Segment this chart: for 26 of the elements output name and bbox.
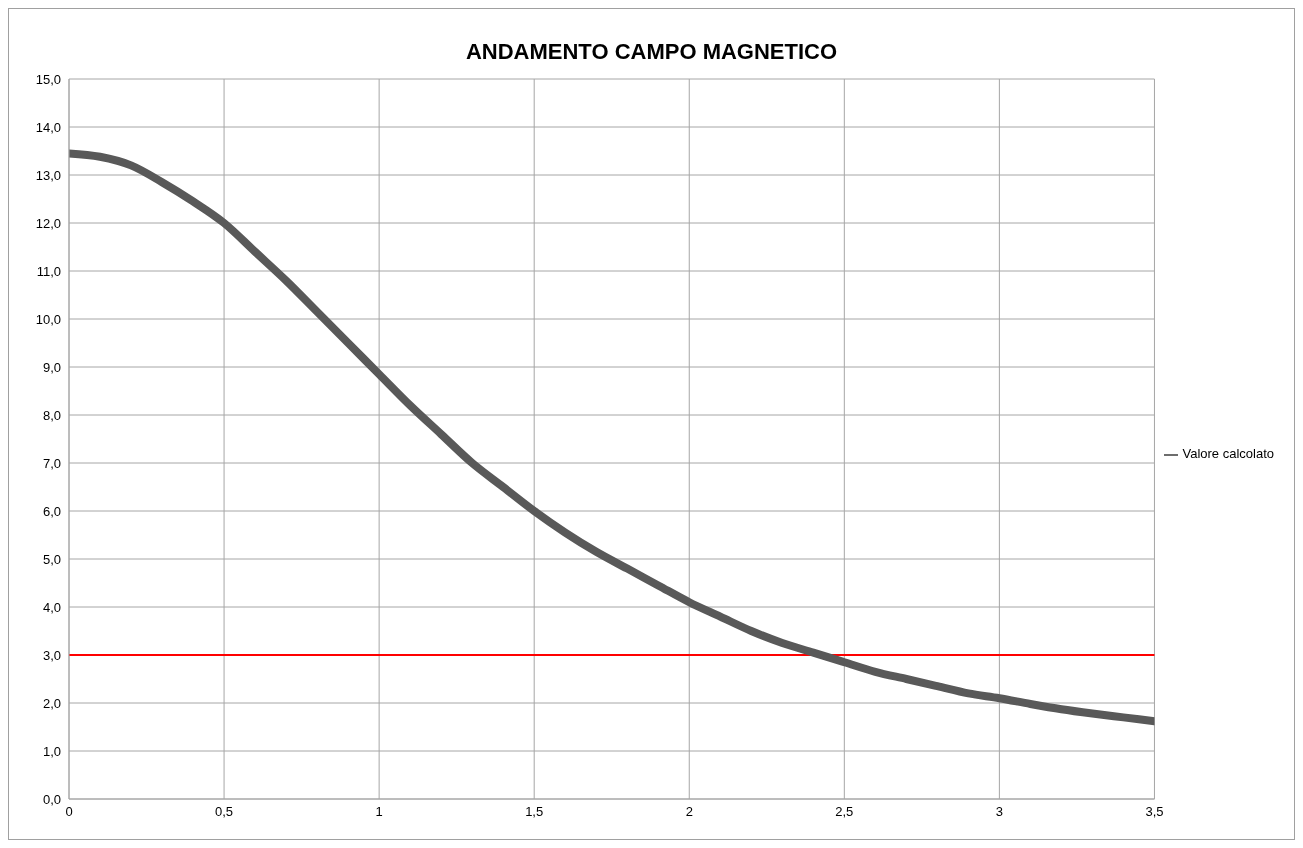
x-tick-label: 0	[65, 804, 73, 820]
x-tick-label: 3	[995, 804, 1004, 820]
x-tick-label: 1,5	[525, 804, 544, 820]
y-tick-label: 12,0	[35, 215, 61, 231]
y-tick-label: 13,0	[35, 167, 61, 183]
x-tick-label: 2,5	[835, 804, 854, 820]
y-tick-label: 15,0	[35, 71, 61, 87]
y-tick-label: 5,0	[42, 551, 61, 567]
y-tick-label: 6,0	[42, 503, 61, 519]
y-tick-label: 9,0	[42, 359, 61, 375]
y-tick-label: 2,0	[42, 695, 61, 711]
x-tick-label: 1	[375, 804, 383, 820]
x-tick-label: 0,5	[215, 804, 234, 820]
y-tick-label: 14,0	[35, 119, 61, 135]
y-tick-label: 3,0	[42, 647, 61, 663]
y-tick-label: 1,0	[42, 743, 61, 759]
chart-title: ANDAMENTO CAMPO MAGNETICO	[464, 39, 839, 66]
y-tick-label: 8,0	[42, 407, 61, 423]
x-tick-label: 2	[685, 804, 693, 820]
y-tick-label: 4,0	[42, 599, 61, 615]
y-tick-label: 11,0	[36, 263, 61, 279]
y-tick-label: 7,0	[42, 455, 61, 471]
legend-label: Valore calcolato	[1182, 446, 1274, 462]
y-tick-label: 0,0	[42, 791, 61, 807]
x-tick-label: 3,5	[1145, 804, 1164, 820]
y-tick-label: 10,0	[35, 311, 61, 327]
